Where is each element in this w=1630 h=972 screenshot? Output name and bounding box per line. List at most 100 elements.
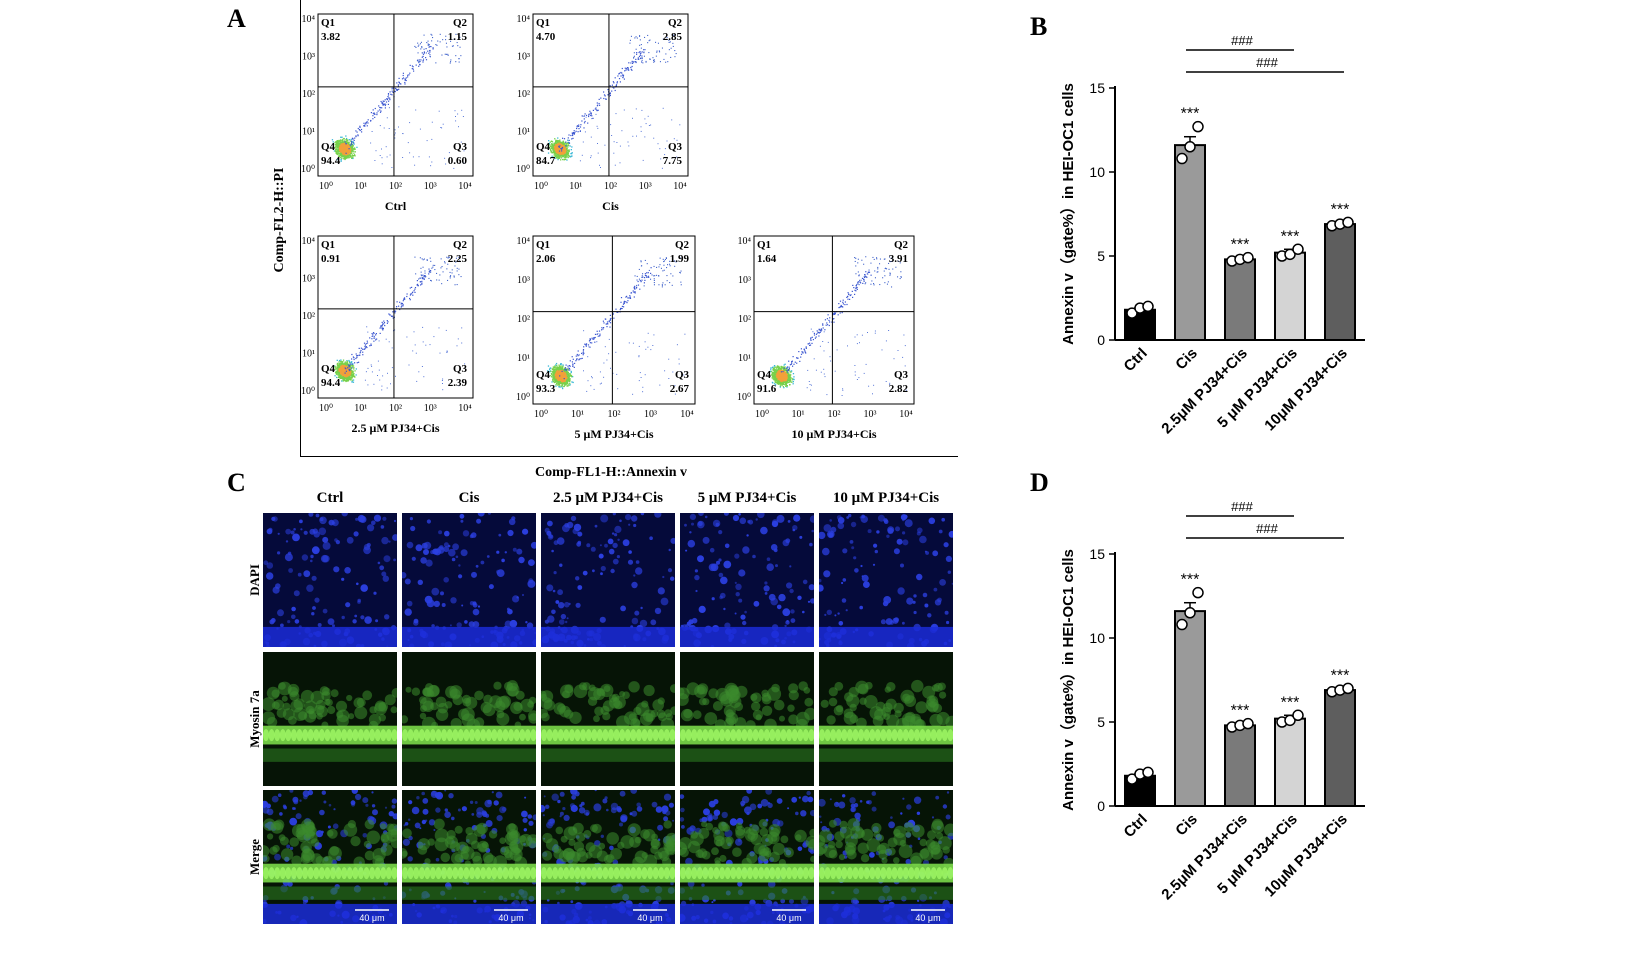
- quadrant-name-Q2: Q2: [675, 239, 690, 251]
- y-tick-label: 10: [1089, 630, 1105, 646]
- scale-bar-label: 40 μm: [915, 913, 940, 923]
- significance-2: ***: [1231, 237, 1250, 254]
- micro-col-title-2: 2.5 μM PJ34+Cis: [553, 490, 663, 506]
- data-point-2-2: [1242, 251, 1254, 264]
- flow-y-tick: 10³: [302, 52, 315, 63]
- flow-plot-1: Q1 4.70 Q2 2.85 Q3 7.75 Q4 84.7 10⁰ 10¹ 10² 10³ 10⁴ 1…: [516, 13, 689, 213]
- quadrant-value-Q3: 7.75: [663, 155, 683, 167]
- micro-tile-merge-3: 40 μm: [680, 790, 814, 924]
- quadrant-value-Q1: 0.91: [321, 253, 340, 265]
- quadrant-value-Q4: 91.6: [757, 383, 777, 395]
- flow-dots: [768, 256, 907, 396]
- y-tick-label: 5: [1097, 248, 1105, 264]
- data-point-1-2: [1192, 120, 1204, 133]
- flow-x-tick: 10²: [828, 409, 841, 420]
- y-tick-label: 0: [1097, 798, 1105, 814]
- micro-tile-myosin-7a-0: [263, 652, 397, 786]
- micro-col-title-0: Ctrl: [316, 490, 344, 506]
- y-tick-label: 0: [1097, 332, 1105, 348]
- micro-tile-dapi-3: [680, 513, 814, 647]
- data-point-3-2: [1292, 243, 1304, 256]
- quadrant-name-Q1: Q1: [757, 239, 771, 251]
- flow-x-tick: 10³: [639, 181, 652, 192]
- flow-y-tick: 10⁴: [302, 14, 316, 25]
- micro-tile-merge-4: 40 μm: [819, 790, 953, 924]
- micro-tile-myosin-7a-3: [680, 652, 814, 786]
- data-point-4-2: [1342, 682, 1354, 695]
- flow-x-tick: 10⁰: [319, 181, 333, 192]
- micro-tile-myosin-7a-2: [541, 652, 675, 786]
- bar-3: [1274, 251, 1306, 341]
- quadrant-name-Q4: Q4: [536, 141, 551, 153]
- flow-x-tick: 10²: [389, 181, 402, 192]
- flow-plot-2: Q1 0.91 Q2 2.25 Q3 2.39 Q4 94.4 10⁰ 10¹ 10² 10³ 10⁴ 1…: [301, 235, 474, 435]
- flow-x-tick: 10⁰: [755, 409, 769, 420]
- flow-y-tick: 10³: [302, 274, 315, 285]
- quadrant-name-Q3: Q3: [894, 369, 909, 381]
- micro-tile-merge-1: 40 μm: [402, 790, 536, 924]
- y-axis-title: Annexin v（gate%）in HEI-OC1 cells: [1059, 549, 1077, 811]
- quadrant-name-Q4: Q4: [757, 369, 772, 381]
- data-point-0-0: [1126, 773, 1138, 785]
- category-label-0: Ctrl: [1121, 345, 1151, 375]
- micro-col-title-4: 10 μM PJ34+Cis: [832, 490, 940, 506]
- flow-y-tick: 10⁰: [737, 392, 751, 403]
- quadrant-value-Q4: 84.7: [536, 155, 556, 167]
- micro-tile-dapi-4: [819, 513, 953, 647]
- quadrant-value-Q3: 0.60: [448, 155, 468, 167]
- quadrant-name-Q2: Q2: [894, 239, 909, 251]
- significance-1: ***: [1181, 106, 1200, 123]
- data-point-1-0: [1176, 618, 1188, 631]
- flow-y-tick: 10²: [302, 89, 315, 100]
- significance-2: ***: [1231, 703, 1250, 720]
- significance-3: ***: [1281, 228, 1300, 245]
- quadrant-value-Q2: 2.85: [663, 31, 683, 43]
- flow-x-tick: 10²: [389, 403, 402, 414]
- quadrant-value-Q1: 2.06: [536, 253, 556, 265]
- bar-chart-d: 0 5 10 15 Annexin v（gate%）in HEI-OC1 cells Ct…: [1059, 499, 1365, 903]
- quadrant-value-Q4: 94.4: [321, 155, 341, 167]
- quadrant-name-Q4: Q4: [321, 363, 336, 375]
- flow-x-tick: 10⁰: [319, 403, 333, 414]
- y-tick-label: 10: [1089, 164, 1105, 180]
- category-label-1: Cis: [1172, 345, 1201, 374]
- data-point-0-0: [1126, 307, 1138, 319]
- flow-plot-3: Q1 2.06 Q2 1.99 Q3 2.67 Q4 93.3 10⁰ 10¹ 10² 10³ 10⁴ 1…: [516, 235, 696, 441]
- flow-x-tick: 10¹: [569, 181, 582, 192]
- quadrant-name-Q1: Q1: [321, 17, 335, 29]
- flow-x-tick: 10³: [424, 403, 437, 414]
- panel-letter-c: C: [227, 468, 246, 497]
- micro-tile-merge-0: 40 μm: [263, 790, 397, 924]
- quadrant-value-Q3: 2.67: [670, 383, 690, 395]
- flow-panel-frame: [300, 0, 958, 457]
- quadrant-name-Q1: Q1: [536, 239, 550, 251]
- quadrant-name-Q4: Q4: [321, 141, 336, 153]
- flow-y-tick: 10¹: [738, 353, 751, 364]
- significance-4: ***: [1331, 201, 1350, 218]
- flow-x-tick: 10⁴: [673, 181, 687, 192]
- data-point-1-2: [1192, 586, 1204, 599]
- flow-y-tick: 10¹: [517, 353, 530, 364]
- micro-tile-myosin-7a-4: [819, 652, 953, 786]
- flow-plot-label: 10 μM PJ34+Cis: [792, 427, 877, 441]
- flow-y-tick: 10⁰: [516, 164, 530, 175]
- significance-3: ***: [1281, 694, 1300, 711]
- scale-bar-label: 40 μm: [498, 913, 523, 923]
- micro-row-title-0: DAPI: [247, 564, 262, 596]
- quadrant-name-Q3: Q3: [668, 141, 683, 153]
- flow-x-tick: 10¹: [354, 403, 367, 414]
- micro-tile-dapi-1: [402, 513, 536, 647]
- bracket-label-1: ###: [1231, 33, 1253, 48]
- quadrant-value-Q2: 3.91: [889, 253, 908, 265]
- data-point-1-1: [1184, 607, 1196, 619]
- quadrant-value-Q4: 94.4: [321, 377, 341, 389]
- micro-tile-merge-2: 40 μm: [541, 790, 675, 924]
- panel-letter-a: A: [227, 4, 246, 33]
- data-point-2-2: [1242, 717, 1254, 730]
- flow-x-tick: 10¹: [792, 409, 805, 420]
- flow-x-tick: 10⁴: [680, 409, 694, 420]
- quadrant-value-Q1: 3.82: [321, 31, 341, 43]
- flow-y-tick: 10⁴: [517, 236, 531, 247]
- flow-dots: [333, 256, 466, 391]
- flow-y-tick: 10³: [517, 275, 530, 286]
